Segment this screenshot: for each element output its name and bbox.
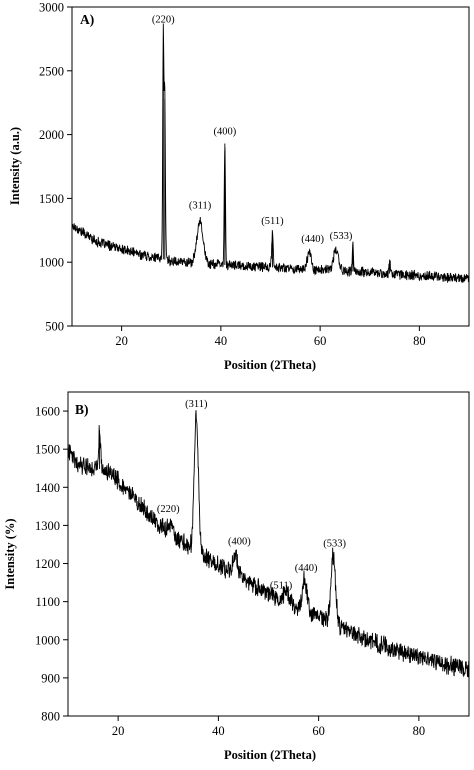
panel-a-x-axis-label: Position (2Theta): [224, 358, 316, 372]
panel-b-y-tick-label: 1500: [35, 443, 60, 457]
panel-a-y-axis-label: Intensity (a.u.): [8, 127, 22, 205]
panel-b-peak-label: (400): [228, 536, 251, 547]
panel-b-y-tick-label: 1600: [35, 405, 60, 419]
panel-b-y-tick-label: 1000: [35, 633, 60, 647]
panel-a-peak-label: (400): [213, 127, 236, 138]
panel-b-y-tick-label: 1200: [35, 557, 60, 571]
panel-b-series-line: [67, 410, 470, 678]
panel-b-x-tick-label: 60: [312, 724, 325, 738]
panel-a-series-line: [71, 23, 470, 283]
panel-b-y-tick-label: 1400: [35, 481, 60, 495]
panel-b-chart: 20 40 60 80 800 900 1000 1100 1200 1300 1400 1500 16…: [3, 391, 470, 762]
panel-a-x-tick-label: 60: [314, 334, 327, 348]
panel-a-x-tick-label: 20: [115, 334, 128, 348]
panel-b-x-tick-label: 20: [112, 724, 125, 738]
panel-a-y-tick-label: 1000: [39, 256, 64, 270]
panel-a-plot-frame: [71, 6, 470, 327]
panel-b-peak-label: (220): [157, 504, 180, 515]
panel-a-axis-ticks: 20 40 60 80 500 1000 1500 2000 2500 3000: [39, 1, 426, 349]
panel-a-label: A): [80, 12, 94, 27]
panel-b-x-tick-label: 40: [212, 724, 225, 738]
panel-a-x-tick-label: 80: [413, 334, 426, 348]
panel-b-y-axis-label: Intensity (%): [3, 518, 17, 589]
panel-a-peak-label: (533): [330, 231, 353, 242]
panel-b-peak-label: (511): [270, 580, 293, 591]
panel-a-y-tick-label: 3000: [39, 1, 64, 15]
panel-b-peak-label: (440): [295, 563, 318, 574]
panel-b-y-tick-label: 1300: [35, 519, 60, 533]
panel-a-y-tick-label: 2500: [39, 64, 64, 78]
panel-b-plot-frame: [67, 391, 470, 717]
panel-b-y-tick-label: 900: [41, 671, 60, 685]
panel-b-peak-labels: (311) (220) (400) (511)(440) (533): [157, 399, 347, 591]
panel-a-y-tick-label: 500: [45, 320, 64, 334]
panel-a-peak-label: (220): [152, 14, 175, 25]
panel-b-peak-label: (311): [185, 399, 208, 410]
panel-a-peak-labels: (220) (400) (311) (511) (440) (533): [152, 14, 353, 244]
panel-b-label: B): [75, 402, 89, 417]
panel-a-x-tick-label: 40: [215, 334, 228, 348]
panel-b-x-tick-label: 80: [413, 724, 426, 738]
panel-b-y-tick-label: 800: [41, 710, 60, 724]
panel-a-peak-label: (440): [301, 234, 324, 245]
panel-a-y-tick-label: 1500: [39, 192, 64, 206]
panel-a-peak-label: (311): [189, 201, 212, 212]
panel-b-y-tick-label: 1100: [35, 595, 60, 609]
panel-b-peak-label: (533): [323, 538, 346, 549]
panel-a-peak-label: (511): [261, 216, 284, 227]
panel-a-y-tick-label: 2000: [39, 128, 64, 142]
panel-b-axis-ticks: 20 40 60 80 800 900 1000 1100 1200 1300 1400 1500 16…: [35, 405, 425, 738]
panel-a-chart: 20 40 60 80 500 1000 1500 2000 2500 3000 (220) (40…: [8, 1, 470, 372]
panel-b-x-axis-label: Position (2Theta): [224, 748, 316, 762]
